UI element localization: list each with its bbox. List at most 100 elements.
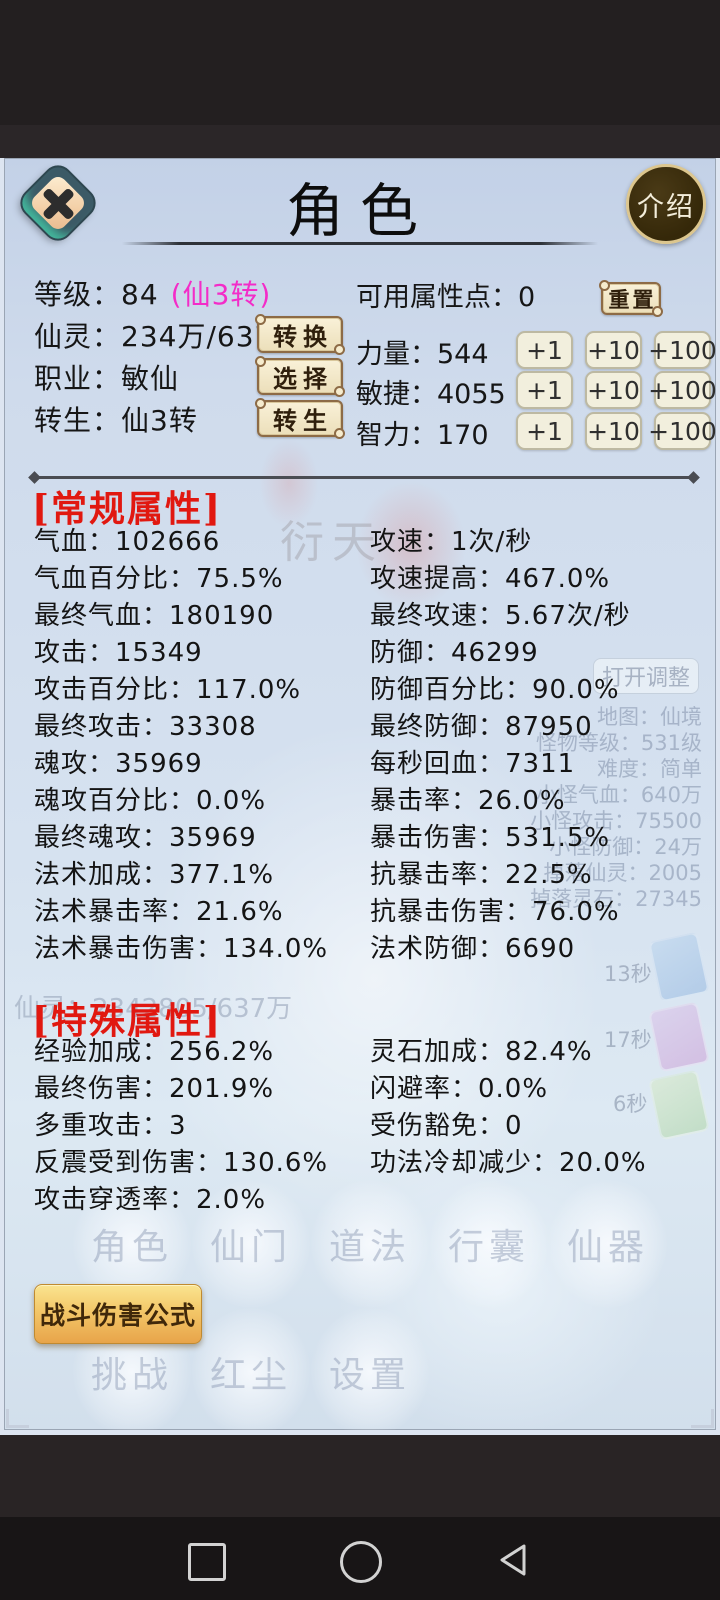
stat-row: 抗暴击伤害：76.0%: [370, 897, 620, 927]
stat-row: 反震受到伤害：130.6%: [34, 1148, 329, 1178]
tab-bubble: 设置: [311, 1308, 429, 1430]
tab-bubble: 仙门: [192, 1180, 310, 1308]
available-points: 可用属性点：0: [356, 281, 536, 313]
skill-card-icon-3: [648, 1069, 710, 1141]
intelligence-label: 智力：170: [356, 419, 489, 451]
agility-label: 敏捷：4055: [356, 378, 506, 410]
home-icon[interactable]: [340, 1541, 382, 1583]
reset-button[interactable]: 重置: [599, 280, 663, 317]
class-row: 职业：敏仙: [34, 362, 180, 395]
calligraphy-watermark: 衍天: [280, 517, 384, 568]
special-stats-right: 灵石加成：82.4% 闪避率：0.0% 受伤豁免：0 功法冷却减少：20.0%: [370, 1034, 647, 1182]
intelligence-add-buttons: +1 +10 +100: [516, 412, 716, 450]
status-bar-lower: [0, 125, 720, 158]
stat-row: 每秒回血：7311: [370, 749, 576, 779]
convert-button[interactable]: 转换: [255, 314, 345, 355]
dungeon-info-row: 掉落灵石：27345: [530, 887, 702, 911]
stat-row: 法术加成：377.1%: [34, 860, 275, 890]
add-button[interactable]: +100: [648, 331, 716, 369]
add-button[interactable]: +1: [516, 412, 573, 450]
red-seal-watermark: [356, 480, 466, 610]
stat-row: 攻击穿透率：2.0%: [34, 1185, 267, 1215]
agility-add-buttons: +1 +10 +100: [516, 371, 716, 409]
dungeon-info-row: 地图：仙境: [597, 705, 702, 729]
tab-bubble: 红尘: [192, 1308, 310, 1430]
red-mark-watermark: [259, 438, 319, 528]
stat-row: 魂攻：35969: [34, 749, 203, 779]
stat-row: 多重攻击：3: [34, 1111, 187, 1141]
stat-row: 法术防御：6690: [370, 934, 576, 964]
dungeon-info-row: 小怪气血：640万: [535, 783, 702, 807]
dungeon-info-row: 小怪攻击：75500: [530, 809, 702, 833]
stat-row: 防御百分比：90.0%: [370, 675, 620, 705]
stat-row: 法术暴击率：21.6%: [34, 897, 284, 927]
tab-bubble: 行囊: [430, 1180, 548, 1308]
intro-button[interactable]: 介绍: [626, 164, 706, 244]
rebirth-row: 转生：仙3转: [34, 404, 198, 437]
tab-bubble: 仙器: [549, 1180, 667, 1308]
stat-row: 最终攻击：33308: [34, 712, 257, 742]
add-button[interactable]: +100: [648, 412, 716, 450]
cooldown-timer-3: 6秒: [613, 1092, 648, 1116]
stat-row: 功法冷却减少：20.0%: [370, 1148, 647, 1178]
title-underline: [122, 242, 598, 245]
cooldown-timer-1: 13秒: [604, 962, 652, 986]
close-button[interactable]: [16, 160, 100, 246]
battle-damage-formula-button[interactable]: 战斗伤害公式: [34, 1284, 202, 1344]
character-panel: 衍天 打开调整 地图：仙境 怪物等级：531级 难度：简单 小怪气血：640万 小怪攻击…: [0, 158, 720, 1435]
stat-row: 魂攻百分比：0.0%: [34, 786, 267, 816]
stat-row: 经验加成：256.2%: [34, 1037, 275, 1067]
stat-row: 防御：46299: [370, 638, 539, 668]
dungeon-info-row: 怪物等级：531级: [535, 731, 702, 755]
rebirth-button[interactable]: 转生: [255, 398, 345, 439]
back-icon[interactable]: [494, 1541, 532, 1579]
stat-row: 最终魂攻：35969: [34, 823, 257, 853]
stat-row: 受伤豁免：0: [370, 1111, 523, 1141]
stat-row: 气血：102666: [34, 527, 221, 557]
stat-row: 灵石加成：82.4%: [370, 1037, 593, 1067]
spirit-row: 仙灵：234万/637万: [34, 320, 303, 353]
section-divider: [34, 476, 694, 479]
dungeon-info-faded: 地图：仙境 怪物等级：531级 难度：简单 小怪气血：640万 小怪攻击：75500 小怪…: [530, 704, 702, 912]
stat-row: 最终伤害：201.9%: [34, 1074, 275, 1104]
tab-bubble: 道法: [311, 1180, 429, 1308]
add-button[interactable]: +1: [516, 371, 573, 409]
stat-row: 抗暴击率：22.5%: [370, 860, 593, 890]
stat-row: 暴击率：26.0%: [370, 786, 566, 816]
special-stats-left: 经验加成：256.2% 最终伤害：201.9% 多重攻击：3 反震受到伤害：130.6…: [34, 1034, 328, 1219]
spirit-count-faded: 仙灵：2342805/637万: [14, 994, 293, 1024]
stat-row: 气血百分比：75.5%: [34, 564, 284, 594]
regular-stats-left: 气血：102666 气血百分比：75.5% 最终气血：180190 攻击：15349 攻…: [34, 524, 328, 968]
select-class-button[interactable]: 选择: [255, 356, 345, 397]
dungeon-info-row: 小怪防御：24万: [549, 835, 702, 859]
skill-card-icon-1: [648, 931, 710, 1003]
add-button[interactable]: +10: [585, 412, 642, 450]
dungeon-info-row: 难度：简单: [597, 757, 702, 781]
stat-row: 最终气血：180190: [34, 601, 275, 631]
strength-label: 力量：544: [356, 338, 489, 370]
stat-row: 攻速：1次/秒: [370, 527, 533, 557]
regular-stats-right: 攻速：1次/秒攻速提高：467.0% 最终攻速：5.67次/秒 防御：46299 防御…: [370, 524, 631, 968]
add-button[interactable]: +1: [516, 331, 573, 369]
rebirth-tag: (仙3转): [170, 278, 272, 311]
android-nav-bar: [0, 1517, 720, 1600]
bottom-gap: [0, 1435, 720, 1517]
stat-row: 最终攻速：5.67次/秒: [370, 601, 631, 631]
stat-row: 攻速提高：467.0%: [370, 564, 611, 594]
recents-icon[interactable]: [188, 1543, 226, 1581]
add-button[interactable]: +100: [648, 371, 716, 409]
strength-add-buttons: +1 +10 +100: [516, 331, 716, 369]
skill-card-icon-2: [648, 1001, 710, 1073]
special-attributes-title: [特殊属性]: [32, 1000, 223, 1042]
level-row: 等级：84 (仙3转): [34, 273, 271, 313]
open-adjust-button-faded: 打开调整: [593, 658, 699, 694]
cooldown-timer-2: 17秒: [604, 1028, 652, 1052]
stat-row: 闪避率：0.0%: [370, 1074, 549, 1104]
stat-row: 法术暴击伤害：134.0%: [34, 934, 329, 964]
dungeon-info-row: 掉落仙灵：2005: [543, 861, 702, 885]
add-button[interactable]: +10: [585, 371, 642, 409]
stat-row: 暴击伤害：531.5%: [370, 823, 611, 853]
stat-row: 攻击百分比：117.0%: [34, 675, 302, 705]
add-button[interactable]: +10: [585, 331, 642, 369]
status-bar: [0, 0, 720, 125]
